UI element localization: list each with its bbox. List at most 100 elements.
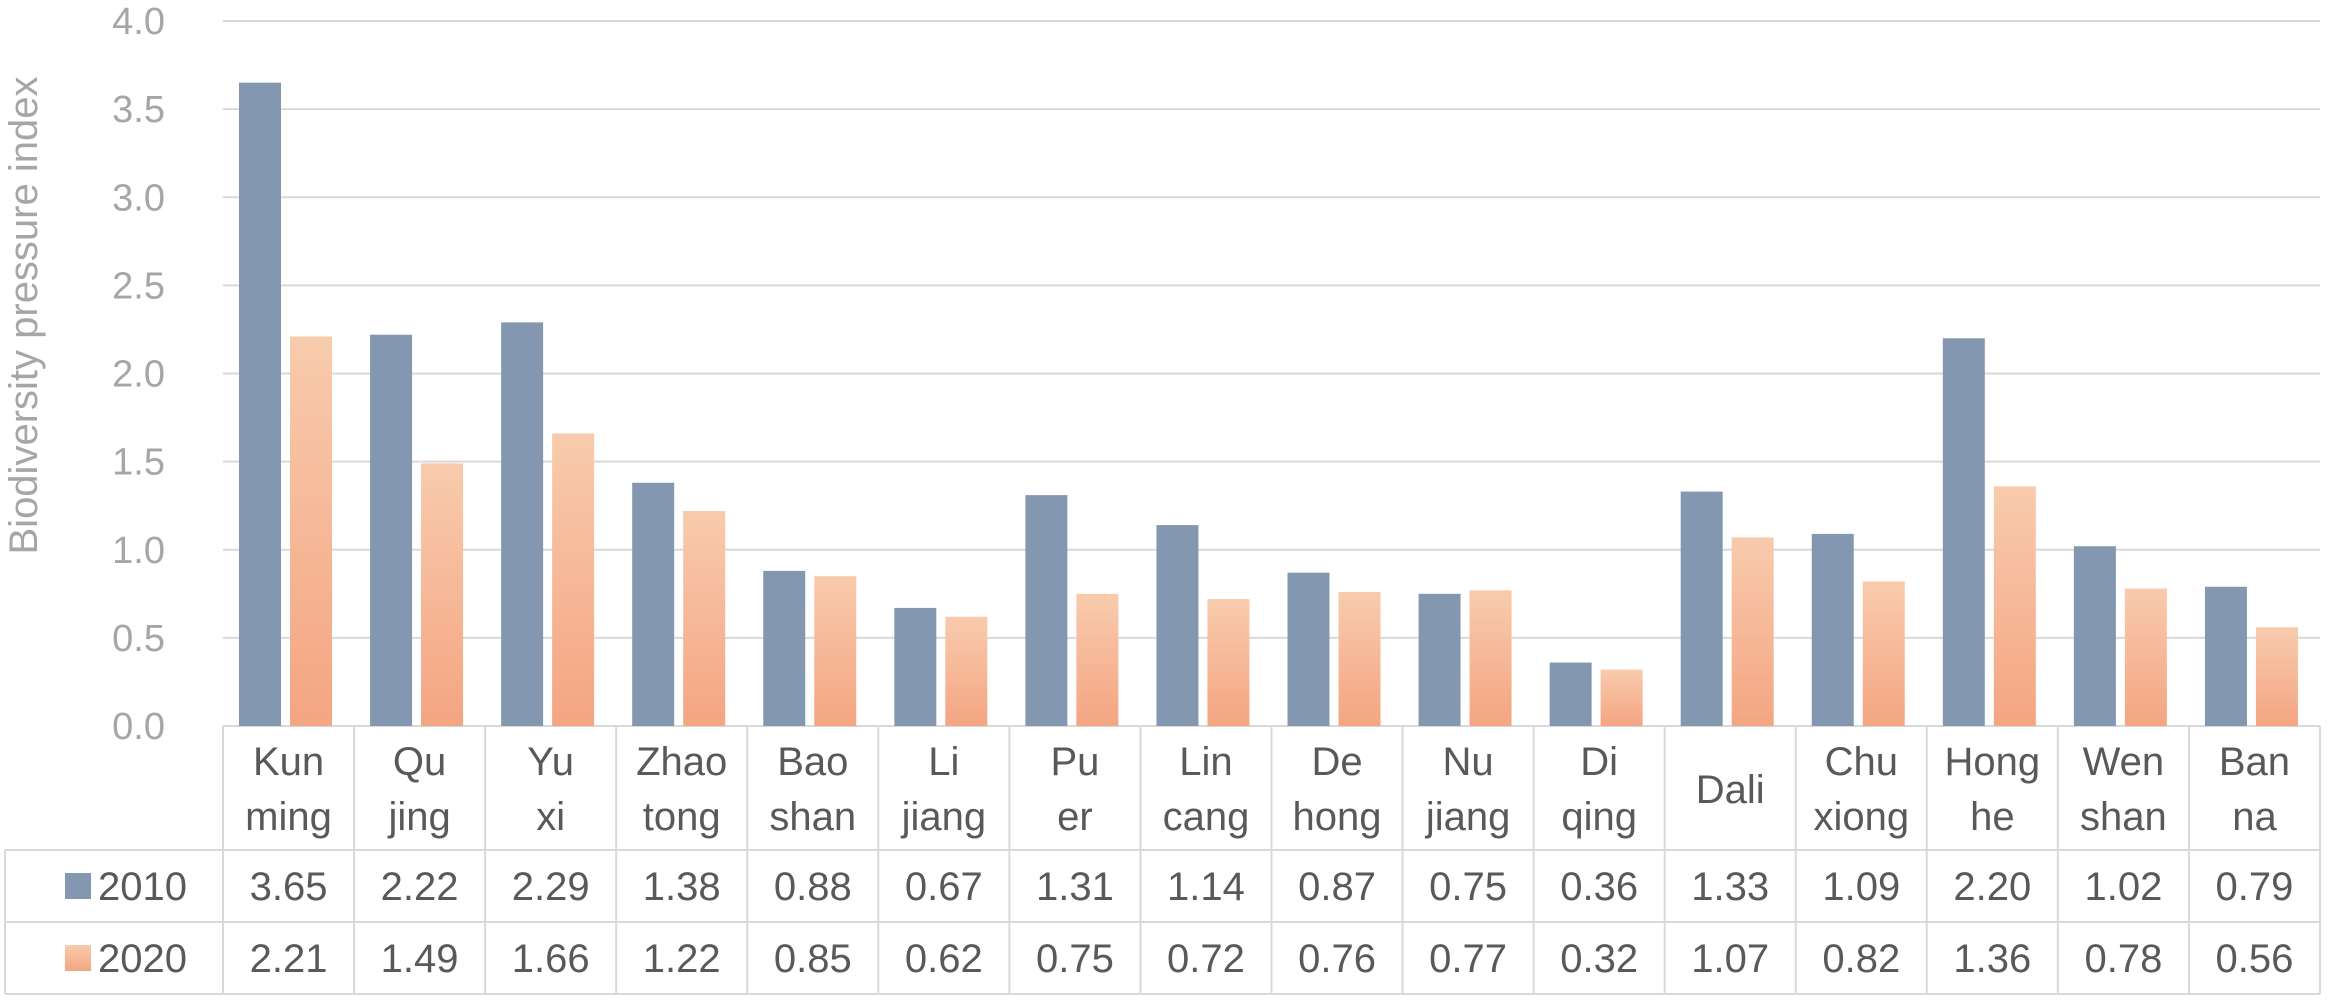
bar-2010 <box>2204 586 2247 726</box>
bar-2020 <box>1338 592 1381 726</box>
data-value-2010: 0.79 <box>2216 865 2294 909</box>
data-value-2020: 0.78 <box>2084 937 2162 981</box>
data-value-2010: 1.02 <box>2084 865 2162 909</box>
bar-2020 <box>1731 537 1774 726</box>
category-label: Li <box>928 740 959 784</box>
bar-2010 <box>763 570 806 726</box>
bar-2010 <box>1549 662 1592 726</box>
category-label: Hong <box>1945 740 2041 784</box>
bar-2010 <box>370 334 413 726</box>
data-value-2020: 0.62 <box>905 937 983 981</box>
category-label: xiong <box>1813 795 1909 839</box>
y-tick-label: 4.0 <box>112 1 165 43</box>
bar-2020 <box>421 463 464 726</box>
y-tick-label: 2.0 <box>112 354 165 396</box>
data-value-2020: 1.22 <box>643 937 721 981</box>
bar-2010 <box>632 482 675 726</box>
bar-2020 <box>290 336 332 726</box>
data-value-2010: 2.29 <box>512 865 590 909</box>
bar-2020 <box>1993 486 2036 726</box>
category-label: na <box>2232 795 2277 839</box>
data-value-2010: 0.87 <box>1298 865 1376 909</box>
bar-2020 <box>1207 599 1250 726</box>
y-tick-label: 2.5 <box>112 265 165 307</box>
data-value-2020: 1.49 <box>381 937 459 981</box>
data-value-2020: 0.82 <box>1822 937 1900 981</box>
y-tick-label: 3.0 <box>112 177 165 219</box>
bars <box>239 82 2298 726</box>
bar-2010 <box>1156 525 1199 726</box>
bar-2020 <box>945 616 988 726</box>
legend-key-2010 <box>65 873 91 899</box>
data-table: Kun ming Qu jing Yu xi Zhao tong Bao shan Li jiang P… <box>4 726 2321 995</box>
data-value-2020: 0.76 <box>1298 937 1376 981</box>
category-label: qing <box>1561 795 1637 839</box>
data-value-2010: 0.67 <box>905 865 983 909</box>
y-tick-label: 3.5 <box>112 89 165 131</box>
data-value-2020: 1.07 <box>1691 937 1769 981</box>
data-value-2010: 0.75 <box>1429 865 1507 909</box>
data-value-2010: 3.65 <box>250 865 328 909</box>
bar-2020 <box>2255 627 2298 726</box>
category-label: hong <box>1293 795 1382 839</box>
data-value-2010: 0.36 <box>1560 865 1638 909</box>
bar-2020 <box>1076 593 1119 726</box>
category-label: cang <box>1163 795 1250 839</box>
category-label: Wen <box>2083 740 2165 784</box>
category-label: he <box>1970 795 2015 839</box>
legend-key-2020 <box>65 945 91 971</box>
category-label: xi <box>536 795 565 839</box>
category-label: Nu <box>1443 740 1494 784</box>
data-value-2020: 1.36 <box>1953 937 2031 981</box>
bar-2020 <box>1600 669 1643 726</box>
bar-2010 <box>1418 593 1461 726</box>
category-label: Di <box>1580 740 1618 784</box>
category-label: Qu <box>393 740 446 784</box>
category-label: jiang <box>901 795 987 839</box>
data-value-2020: 0.75 <box>1036 937 1114 981</box>
data-value-2020: 0.56 <box>2216 937 2294 981</box>
data-value-2010: 2.22 <box>381 865 459 909</box>
category-label: ming <box>245 795 332 839</box>
bar-2020 <box>2124 588 2167 726</box>
data-value-2020: 2.21 <box>250 937 328 981</box>
data-value-2020: 0.77 <box>1429 937 1507 981</box>
category-label: er <box>1057 795 1093 839</box>
data-value-2020: 0.72 <box>1167 937 1245 981</box>
category-label: De <box>1311 740 1362 784</box>
bar-2010 <box>1811 533 1854 726</box>
data-value-2010: 2.20 <box>1953 865 2031 909</box>
bar-2020 <box>1469 590 1512 726</box>
y-tick-label: 1.5 <box>112 442 165 484</box>
bar-2010 <box>1680 491 1723 726</box>
category-label: Chu <box>1825 740 1898 784</box>
category-label: Dali <box>1696 768 1765 812</box>
bar-2010 <box>1025 495 1068 726</box>
bar-2010 <box>1942 338 1985 726</box>
data-value-2010: 1.14 <box>1167 865 1245 909</box>
bar-2010 <box>2073 546 2116 726</box>
category-label: Bao <box>777 740 848 784</box>
data-value-2010: 1.38 <box>643 865 721 909</box>
bar-2010 <box>1287 572 1330 726</box>
category-label: Yu <box>527 740 574 784</box>
data-value-2010: 1.31 <box>1036 865 1114 909</box>
bar-2010 <box>894 607 937 726</box>
y-tick-label: 0.0 <box>112 706 165 748</box>
y-axis-label: Biodiversity pressure index <box>2 77 46 555</box>
data-value-2010: 1.09 <box>1822 865 1900 909</box>
y-axis-ticks: 0.0 0.5 1.0 1.5 2.0 2.5 3.0 3.5 4.0 <box>112 1 165 748</box>
category-label: Zhao <box>636 740 727 784</box>
data-value-2010: 0.88 <box>774 865 852 909</box>
category-label: jing <box>387 795 450 839</box>
bar-2010 <box>501 322 544 726</box>
bar-2020 <box>1862 581 1905 726</box>
bar-2010 <box>239 82 281 726</box>
category-label: Lin <box>1179 740 1232 784</box>
data-value-2020: 1.66 <box>512 937 590 981</box>
y-tick-label: 0.5 <box>112 618 165 660</box>
legend-label-2020: 2020 <box>98 937 187 981</box>
category-label: Pu <box>1050 740 1099 784</box>
